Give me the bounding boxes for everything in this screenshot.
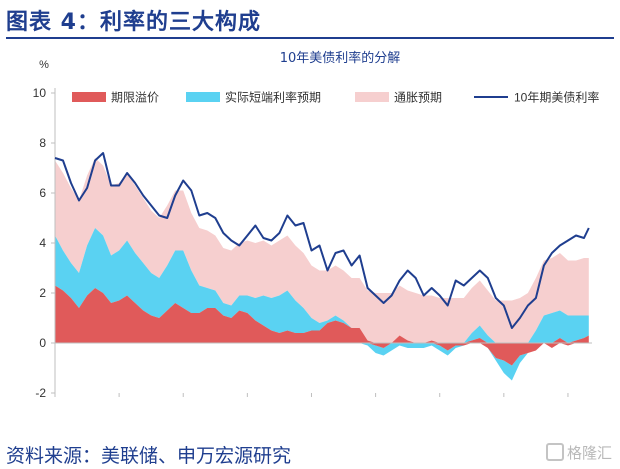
x-tick-label: 2000 xyxy=(170,401,197,402)
legend-swatch xyxy=(186,92,220,102)
watermark-logo-icon xyxy=(545,443,564,461)
y-tick-label: 4 xyxy=(39,236,46,250)
x-tick-label: 2016 xyxy=(426,401,453,402)
axes: -2 0 2 4 6 8 10 1992 1996 2000 2004 2008 2012 2016 202… xyxy=(33,86,592,402)
term-premium-area xyxy=(55,285,589,343)
watermark: 格隆汇 xyxy=(545,442,612,463)
inflation-expectation-area xyxy=(55,158,589,343)
figure-title: 图表 4：利率的三大构成 xyxy=(6,10,261,35)
legend-label: 期限溢价 xyxy=(111,91,159,105)
x-tick-label: 2012 xyxy=(362,401,389,402)
x-tick-label: 1996 xyxy=(106,401,133,402)
legend-label: 通胀预期 xyxy=(394,91,442,105)
term-premium-negative-area xyxy=(55,343,589,366)
yield-line-layer xyxy=(54,152,590,329)
chart-title: 10年美债利率的分解 xyxy=(280,50,401,66)
legend-label: 10年期美债利率 xyxy=(514,90,599,105)
source-note: 资料来源：美联储、申万宏源研究 xyxy=(6,445,292,467)
y-tick-label: -2 xyxy=(35,386,46,400)
x-tick-label: 2004 xyxy=(234,401,261,402)
watermark-text: 格隆汇 xyxy=(566,444,612,462)
y-tick-label: 6 xyxy=(39,186,46,200)
x-tick-label: 2008 xyxy=(298,401,325,402)
legend-swatch xyxy=(355,92,389,102)
y-tick-label: 0 xyxy=(39,336,46,350)
legend-label: 实际短端利率预期 xyxy=(225,90,321,105)
y-axis-unit: % xyxy=(39,59,49,71)
x-tick-label: 2020 xyxy=(490,401,517,402)
x-tick-label: 1992 xyxy=(42,401,69,402)
yield-line xyxy=(54,152,590,329)
real-rate-area xyxy=(55,228,589,343)
stacked-areas xyxy=(55,158,589,381)
title-divider xyxy=(6,37,614,39)
y-tick-label: 8 xyxy=(39,136,46,150)
legend: 期限溢价 实际短端利率预期 通胀预期 10年期美债利率 xyxy=(72,90,599,105)
chart-area: -2 0 2 4 6 8 10 1992 1996 2000 2004 2008 2012 2016 202… xyxy=(33,50,600,402)
y-tick-label: 2 xyxy=(39,286,46,300)
legend-swatch xyxy=(72,92,106,102)
y-tick-label: 10 xyxy=(33,86,47,100)
